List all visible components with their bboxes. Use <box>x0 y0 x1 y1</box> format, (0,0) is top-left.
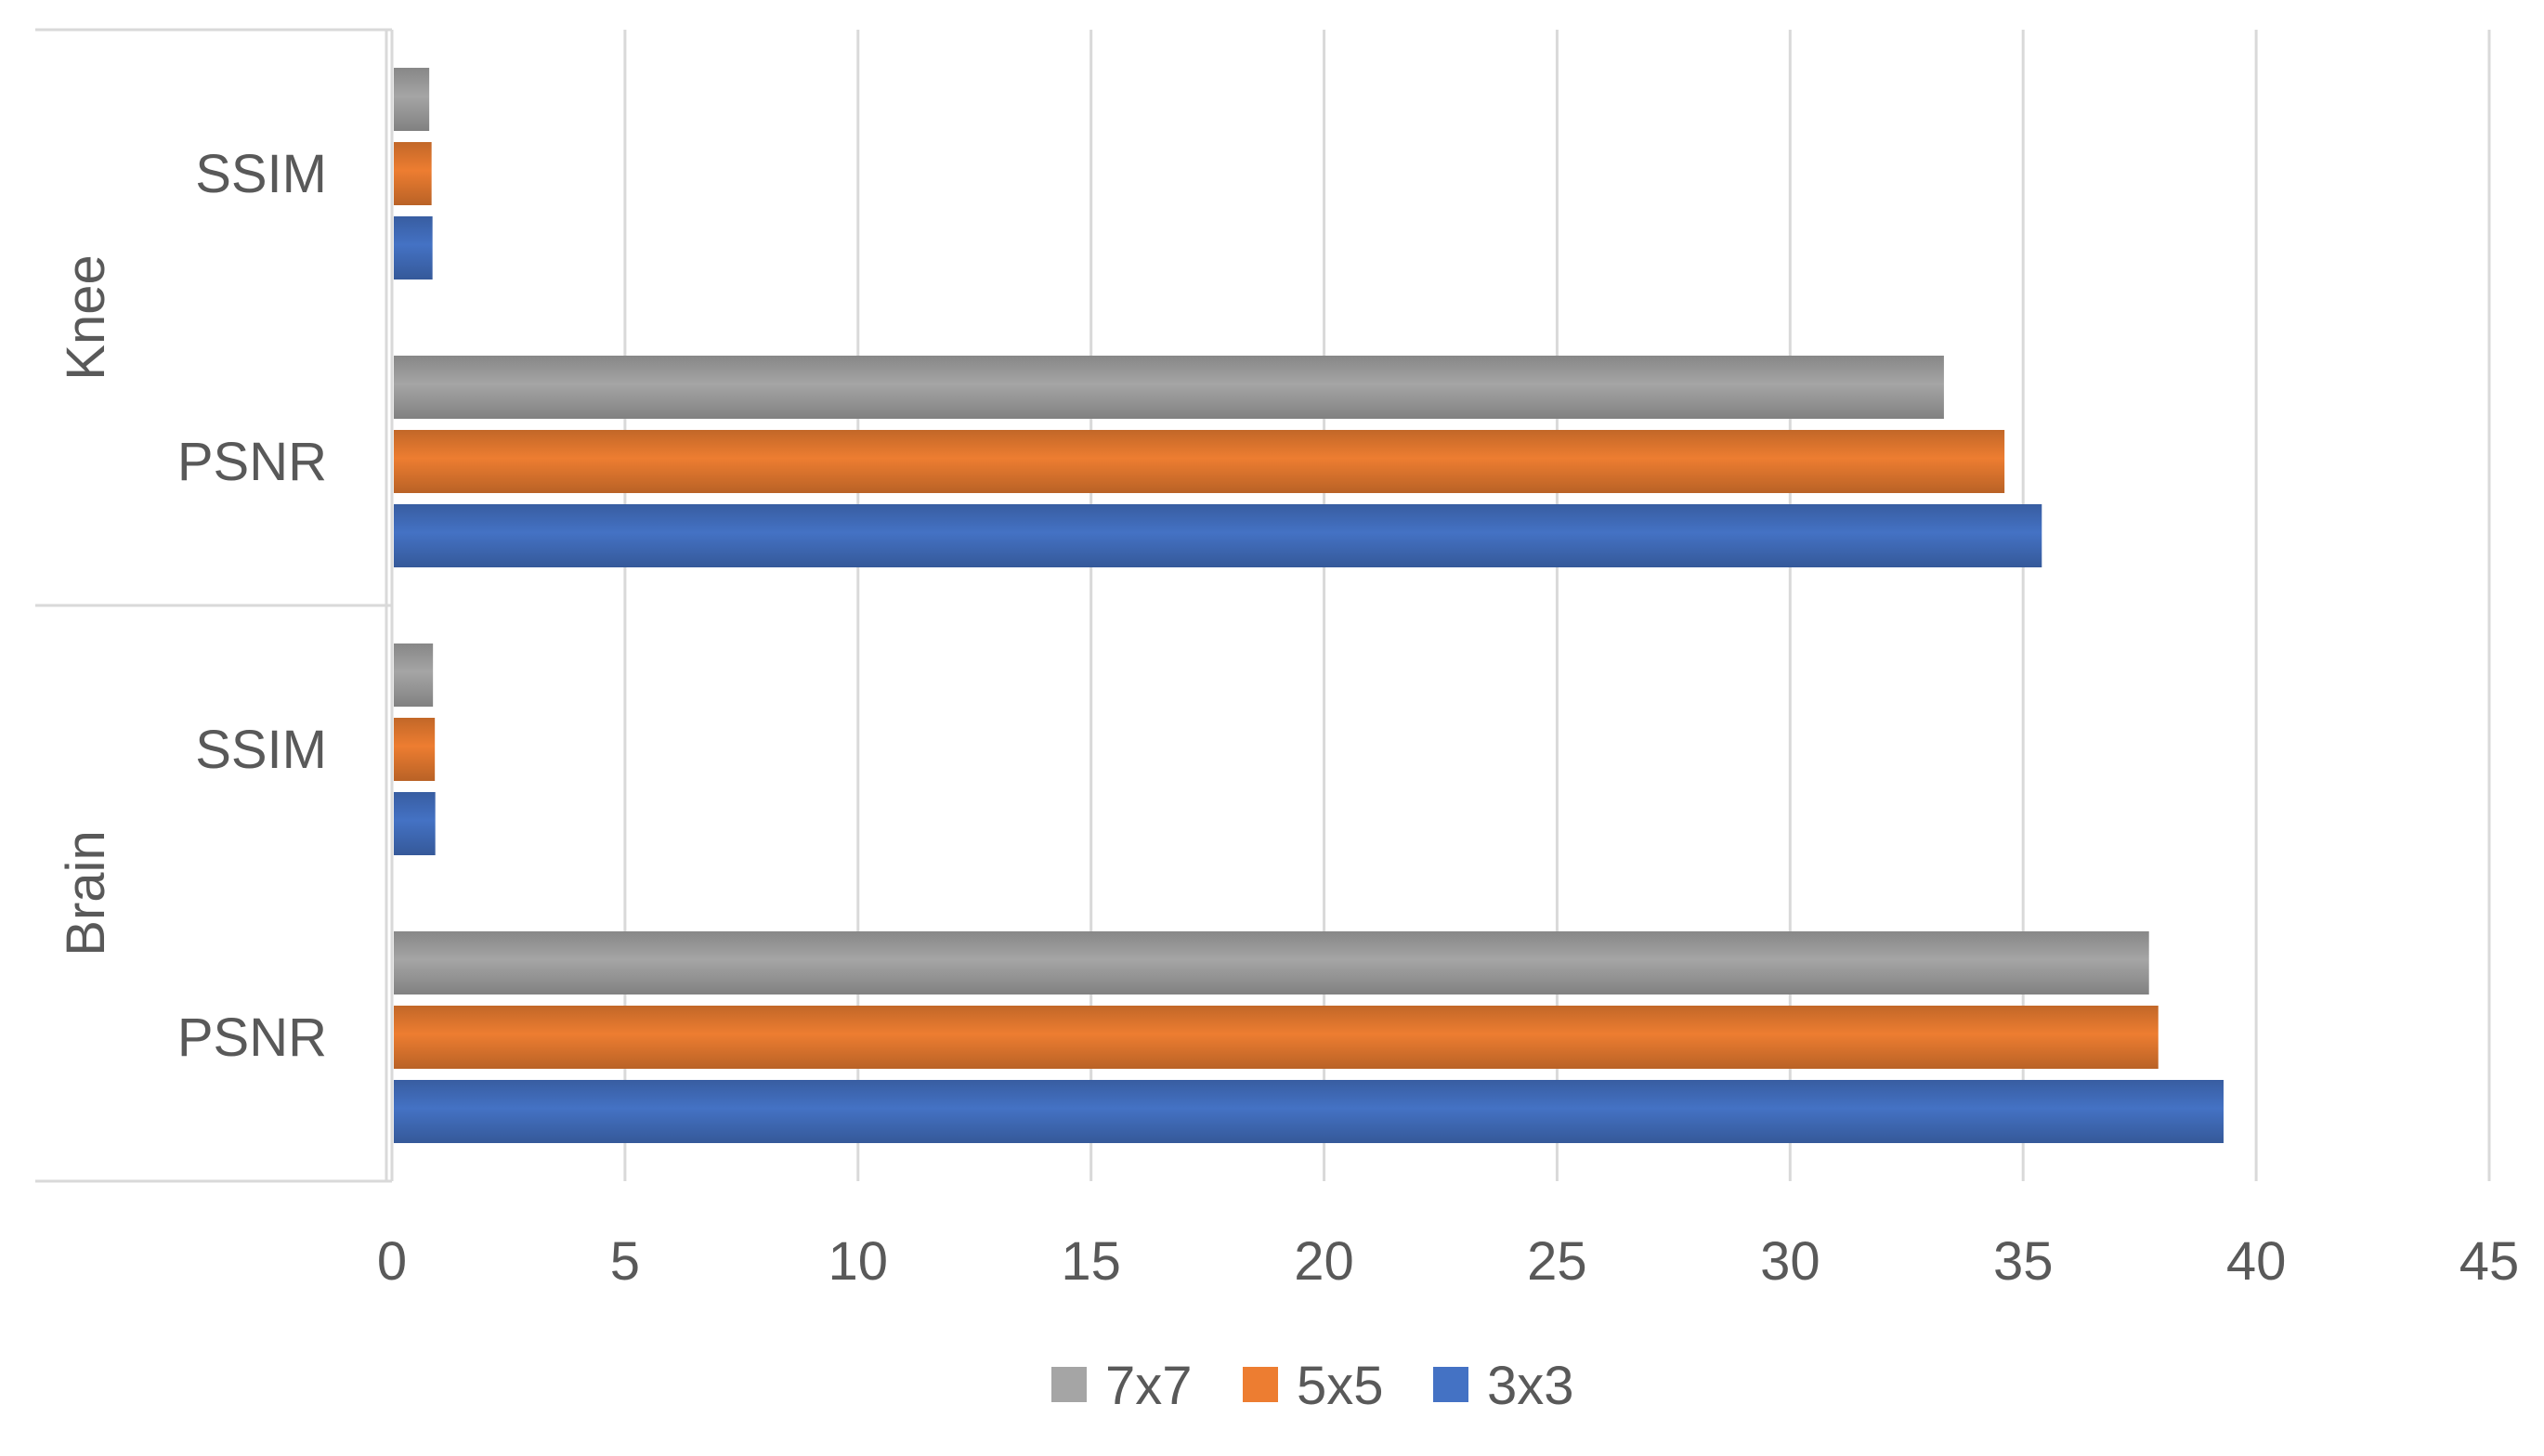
legend-swatch-5x5 <box>1243 1367 1278 1402</box>
bar-brain-psnr-3x3 <box>394 1080 2224 1143</box>
bar-knee-ssim-7x7 <box>394 68 430 131</box>
category-label-knee-ssim: SSIM <box>195 144 327 204</box>
legend-label-5x5: 5x5 <box>1297 1356 1384 1416</box>
x-tick-label-10: 10 <box>828 1231 889 1292</box>
group-label-knee: Knee <box>56 254 116 380</box>
x-tick-label-35: 35 <box>1993 1231 2054 1292</box>
legend-swatch-3x3 <box>1433 1367 1468 1402</box>
legend-swatch-7x7 <box>1051 1367 1087 1402</box>
legend-label-7x7: 7x7 <box>1105 1356 1193 1416</box>
bar-brain-psnr-5x5 <box>394 1006 2159 1069</box>
category-label-brain-ssim: SSIM <box>195 720 327 780</box>
x-tick-label-40: 40 <box>2226 1231 2287 1292</box>
x-tick-label-0: 0 <box>377 1231 407 1292</box>
x-tick-label-45: 45 <box>2459 1231 2520 1292</box>
x-tick-label-15: 15 <box>1061 1231 1121 1292</box>
group-label-brain: Brain <box>56 830 116 956</box>
bar-brain-ssim-5x5 <box>394 718 436 781</box>
x-tick-label-5: 5 <box>610 1231 640 1292</box>
x-tick-label-30: 30 <box>1760 1231 1820 1292</box>
bar-brain-psnr-7x7 <box>394 931 2149 994</box>
bar-knee-psnr-7x7 <box>394 356 1944 419</box>
category-label-brain-psnr: PSNR <box>177 1008 327 1068</box>
bar-knee-psnr-5x5 <box>394 430 2005 493</box>
bar-knee-ssim-5x5 <box>394 142 432 205</box>
x-tick-label-25: 25 <box>1527 1231 1587 1292</box>
bar-knee-psnr-3x3 <box>394 504 2042 567</box>
bar-brain-ssim-3x3 <box>394 792 436 855</box>
category-label-knee-psnr: PSNR <box>177 432 327 492</box>
legend-label-3x3: 3x3 <box>1487 1356 1574 1416</box>
bar-brain-ssim-7x7 <box>394 644 434 707</box>
x-tick-label-20: 20 <box>1294 1231 1354 1292</box>
bar-knee-ssim-3x3 <box>394 216 433 280</box>
